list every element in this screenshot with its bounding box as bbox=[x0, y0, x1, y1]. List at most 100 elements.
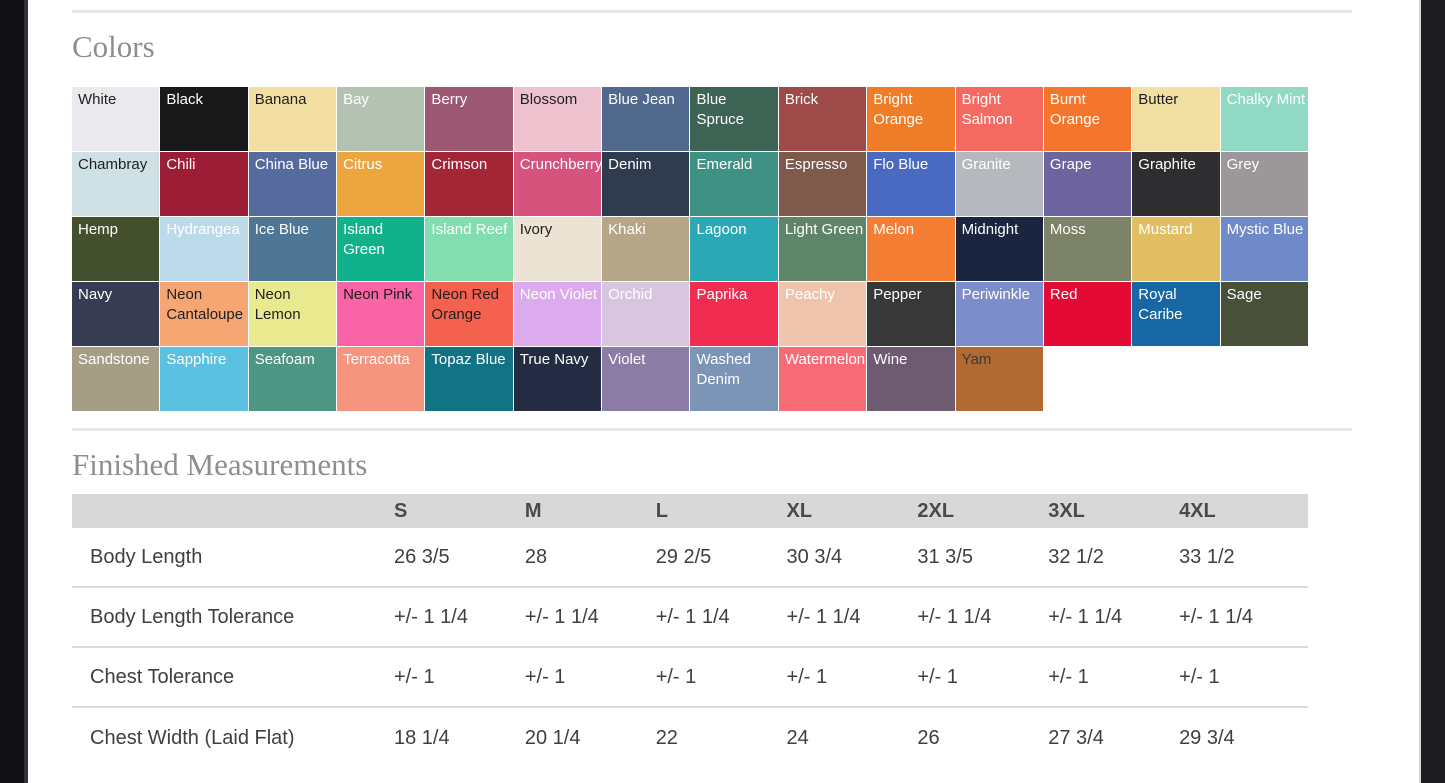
color-swatch-label: Bright Orange bbox=[873, 90, 924, 128]
size-column-header-xl: XL bbox=[784, 494, 916, 529]
color-swatch-berry[interactable]: Berry bbox=[425, 86, 513, 151]
color-swatch-grape[interactable]: Grape bbox=[1043, 151, 1132, 216]
color-swatch-label: Graphite bbox=[1138, 155, 1196, 173]
color-swatch-burnt-orange[interactable]: Burnt Orange bbox=[1043, 86, 1132, 151]
color-swatch-hydrangea[interactable]: Hydrangea bbox=[160, 216, 248, 281]
color-swatch-blue-spruce[interactable]: Blue Spruce bbox=[690, 86, 778, 151]
color-swatch-black[interactable]: Black bbox=[160, 86, 248, 151]
measurement-value: +/- 1 bbox=[1046, 648, 1178, 709]
color-swatch-moss[interactable]: Moss bbox=[1043, 216, 1132, 281]
color-swatch-label: Chili bbox=[166, 155, 196, 173]
measurement-value: 29 3/4 bbox=[1179, 726, 1235, 749]
color-swatch-chili[interactable]: Chili bbox=[160, 151, 248, 216]
color-swatch-royal-caribe[interactable]: Royal Caribe bbox=[1132, 281, 1220, 346]
measurement-value: 20 1/4 bbox=[524, 726, 581, 749]
color-swatch-label: Neon Violet bbox=[519, 285, 598, 303]
size-column-header-3xl: 3XL bbox=[1046, 494, 1178, 529]
color-swatch-label: Island Reef bbox=[431, 220, 508, 238]
color-swatch-peachy[interactable]: Peachy bbox=[778, 281, 867, 346]
color-swatch-hemp[interactable]: Hemp bbox=[72, 216, 160, 281]
size-column-header-l: L bbox=[653, 494, 785, 529]
color-swatch-emerald[interactable]: Emerald bbox=[690, 151, 778, 216]
color-swatch-navy[interactable]: Navy bbox=[72, 281, 160, 346]
color-swatch-citrus[interactable]: Citrus bbox=[337, 151, 425, 216]
color-swatch-pepper[interactable]: Pepper bbox=[867, 281, 955, 346]
color-swatch-neon-cantaloupe[interactable]: Neon Cantaloupe bbox=[160, 281, 248, 346]
measurement-value: 26 bbox=[917, 726, 940, 749]
color-swatch-crunchberry[interactable]: Crunchberry bbox=[513, 151, 602, 216]
color-swatch-white[interactable]: White bbox=[72, 86, 160, 151]
color-swatch-label: Blossom bbox=[519, 90, 578, 108]
measurement-row-label: Body Length Tolerance bbox=[72, 588, 392, 649]
color-swatch-yam[interactable]: Yam bbox=[955, 346, 1043, 411]
color-swatch-mustard[interactable]: Mustard bbox=[1132, 216, 1220, 281]
size-column-header-m: M bbox=[522, 494, 654, 529]
color-swatch-khaki[interactable]: Khaki bbox=[602, 216, 690, 281]
measurement-value: 28 bbox=[522, 528, 654, 589]
color-swatch-sage[interactable]: Sage bbox=[1220, 281, 1308, 346]
color-swatch-true-navy[interactable]: True Navy bbox=[513, 346, 602, 411]
color-swatch-label: Flo Blue bbox=[873, 155, 929, 173]
measurement-value: +/- 1 bbox=[392, 648, 523, 709]
color-swatch-ivory[interactable]: Ivory bbox=[513, 216, 602, 281]
color-swatch-watermelon[interactable]: Watermelon bbox=[778, 346, 867, 411]
color-swatch-blue-jean[interactable]: Blue Jean bbox=[602, 86, 690, 151]
color-swatch-label: Seafoam bbox=[254, 350, 315, 368]
color-swatch-ice-blue[interactable]: Ice Blue bbox=[248, 216, 337, 281]
color-swatch-crimson[interactable]: Crimson bbox=[425, 151, 513, 216]
color-swatch-neon-red-orange[interactable]: Neon Red Orange bbox=[425, 281, 513, 346]
color-swatch-banana[interactable]: Banana bbox=[248, 86, 337, 151]
color-swatch-sapphire[interactable]: Sapphire bbox=[160, 346, 248, 411]
color-swatch-chalky-mint[interactable]: Chalky Mint bbox=[1220, 86, 1308, 151]
color-swatch-neon-pink[interactable]: Neon Pink bbox=[337, 281, 425, 346]
color-swatch-bay[interactable]: Bay bbox=[337, 86, 425, 151]
color-swatch-seafoam[interactable]: Seafoam bbox=[248, 346, 337, 411]
color-swatch-orchid[interactable]: Orchid bbox=[602, 281, 690, 346]
color-swatch-midnight[interactable]: Midnight bbox=[955, 216, 1043, 281]
color-swatch-light-green[interactable]: Light Green bbox=[778, 216, 867, 281]
color-swatch-label: Chambray bbox=[78, 155, 148, 173]
color-swatch-mystic-blue[interactable]: Mystic Blue bbox=[1220, 216, 1308, 281]
color-swatch-wine[interactable]: Wine bbox=[867, 346, 955, 411]
color-swatch-blossom[interactable]: Blossom bbox=[513, 86, 602, 151]
color-swatch-lagoon[interactable]: Lagoon bbox=[690, 216, 778, 281]
color-swatch-melon[interactable]: Melon bbox=[867, 216, 955, 281]
color-swatch-label: Chalky Mint bbox=[1226, 90, 1305, 108]
color-swatch-label: Ivory bbox=[519, 220, 553, 238]
color-swatch-flo-blue[interactable]: Flo Blue bbox=[867, 151, 955, 216]
color-swatch-china-blue[interactable]: China Blue bbox=[248, 151, 337, 216]
color-swatch-island-green[interactable]: Island Green bbox=[337, 216, 425, 281]
color-swatch-label: Melon bbox=[873, 220, 915, 238]
color-swatch-violet[interactable]: Violet bbox=[602, 346, 690, 411]
color-swatch-graphite[interactable]: Graphite bbox=[1132, 151, 1220, 216]
color-swatch-label: Lagoon bbox=[696, 220, 747, 238]
color-swatch-grey[interactable]: Grey bbox=[1220, 151, 1308, 216]
color-swatch-paprika[interactable]: Paprika bbox=[690, 281, 778, 346]
color-swatch-brick[interactable]: Brick bbox=[778, 86, 867, 151]
color-swatch-label: Ice Blue bbox=[254, 220, 309, 238]
color-swatch-chambray[interactable]: Chambray bbox=[72, 151, 160, 216]
color-swatch-bright-orange[interactable]: Bright Orange bbox=[867, 86, 955, 151]
color-swatch-espresso[interactable]: Espresso bbox=[778, 151, 867, 216]
color-swatch-label: Island Green bbox=[343, 220, 385, 258]
color-swatch-label: Neon Lemon bbox=[254, 285, 301, 323]
color-swatch-washed-denim[interactable]: Washed Denim bbox=[690, 346, 778, 411]
color-swatch-island-reef[interactable]: Island Reef bbox=[425, 216, 513, 281]
color-swatch-denim[interactable]: Denim bbox=[602, 151, 690, 216]
color-swatch-terracotta[interactable]: Terracotta bbox=[337, 346, 425, 411]
color-swatch-topaz-blue[interactable]: Topaz Blue bbox=[425, 346, 513, 411]
color-swatch-butter[interactable]: Butter bbox=[1132, 86, 1220, 151]
color-swatch-sandstone[interactable]: Sandstone bbox=[72, 346, 160, 411]
color-swatch-neon-violet[interactable]: Neon Violet bbox=[513, 281, 602, 346]
color-swatch-neon-lemon[interactable]: Neon Lemon bbox=[248, 281, 337, 346]
color-swatch-bright-salmon[interactable]: Bright Salmon bbox=[955, 86, 1043, 151]
color-swatch-label: Washed Denim bbox=[696, 350, 751, 388]
color-swatch-red[interactable]: Red bbox=[1043, 281, 1132, 346]
color-swatch-label: Grape bbox=[1049, 155, 1092, 173]
color-swatch-granite[interactable]: Granite bbox=[955, 151, 1043, 216]
color-swatch-label: Sandstone bbox=[78, 350, 150, 368]
color-swatch-label: Grey bbox=[1226, 155, 1260, 173]
measurements-section-heading: Finished Measurements bbox=[72, 446, 368, 482]
color-swatch-periwinkle[interactable]: Periwinkle bbox=[955, 281, 1043, 346]
color-swatch-label: Navy bbox=[78, 285, 113, 303]
